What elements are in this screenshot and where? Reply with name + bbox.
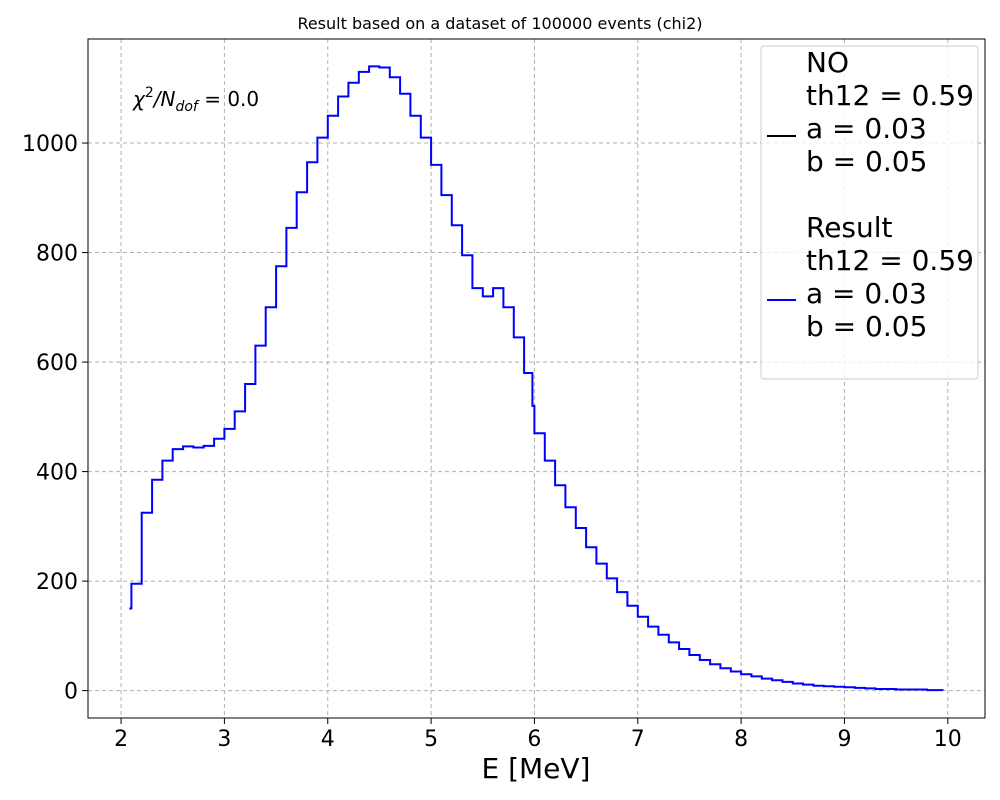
legend-box: [760, 45, 979, 380]
legend-result-line-2: th12 = 0.59: [806, 244, 974, 277]
legend-result-line-1: Result: [806, 211, 893, 244]
chi2-annotation: χ2/Ndof = 0.0: [132, 85, 259, 115]
legend-no-line-2: th12 = 0.59: [806, 79, 974, 112]
chart-title: Result based on a dataset of 100000 even…: [297, 14, 702, 33]
x-tick-label: 7: [631, 727, 645, 752]
chi-symbol: χ: [132, 87, 146, 111]
legend: NO th12 = 0.59 a = 0.03 b = 0.05 Result …: [760, 45, 983, 380]
y-tick-label: 200: [36, 570, 78, 595]
x-tick-label: 10: [934, 727, 962, 752]
y-tick-label: 600: [36, 351, 78, 376]
y-tick-label: 0: [64, 680, 78, 705]
ndof-n: /N: [152, 87, 176, 111]
x-tick-label: 2: [114, 727, 128, 752]
x-tick-label: 4: [321, 727, 335, 752]
chi2-value: = 0.0: [198, 87, 259, 111]
chi-superscript: 2: [145, 85, 154, 101]
axes: 2 3 4 5 6 7 8 9 10 0 200 400 600 800 1000: [22, 38, 986, 752]
legend-result-line-4: b = 0.05: [806, 310, 927, 343]
legend-entry-result: Result th12 = 0.59 a = 0.03 b = 0.05: [806, 211, 983, 343]
x-tick-label: 9: [837, 727, 851, 752]
ndof-subscript: dof: [175, 99, 199, 115]
x-tick-label: 6: [527, 727, 541, 752]
legend-entry-no: NO th12 = 0.59 a = 0.03 b = 0.05: [806, 46, 983, 178]
y-tick-label: 800: [36, 242, 78, 267]
series-line-1: [129, 65, 944, 692]
legend-no-line-1: NO: [806, 46, 849, 79]
legend-no-line-4: b = 0.05: [806, 145, 927, 178]
plot-frame: [87, 38, 986, 719]
legend-no-line-3: a = 0.03: [806, 112, 927, 145]
legend-result-line-3: a = 0.03: [806, 277, 927, 310]
series-lines: [129, 65, 944, 692]
y-tick-label: 1000: [22, 132, 78, 157]
x-tick-label: 3: [217, 727, 231, 752]
y-tick-label: 400: [36, 461, 78, 486]
x-axis-title: E [MeV]: [482, 752, 591, 785]
x-tick-label: 8: [734, 727, 748, 752]
x-tick-label: 5: [424, 727, 438, 752]
